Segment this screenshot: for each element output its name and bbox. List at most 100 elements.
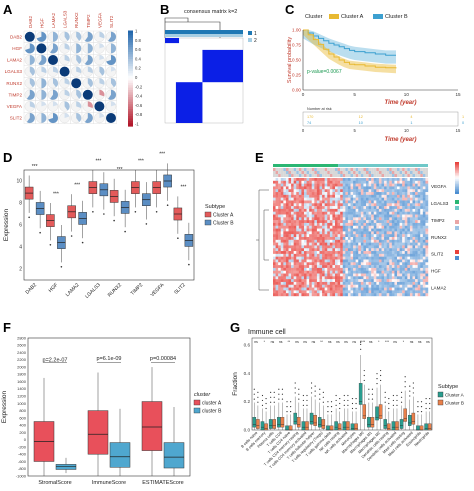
heat-cell — [412, 206, 416, 210]
heat-cell — [355, 217, 359, 221]
heat-cell — [327, 194, 331, 198]
heat-cell — [350, 217, 354, 221]
heat-cell — [342, 194, 346, 198]
heat-cell — [355, 192, 359, 196]
heat-cell — [394, 203, 398, 207]
heat-cell — [391, 225, 395, 229]
heat-cell — [337, 178, 341, 182]
outlier — [400, 396, 403, 398]
heat-cell — [288, 239, 292, 243]
heat-cell — [350, 231, 354, 235]
heat-cell — [291, 284, 294, 288]
heat-cell — [345, 217, 349, 221]
heat-cell — [368, 237, 372, 241]
consensus-block-small — [165, 38, 180, 44]
heat-cell — [389, 262, 393, 266]
heat-cell — [329, 206, 333, 210]
outlier — [177, 237, 179, 239]
heat-cell — [378, 208, 382, 212]
anno-cell — [358, 168, 361, 171]
heat-cell — [407, 206, 411, 210]
outlier — [298, 388, 300, 390]
heat-cell — [273, 192, 276, 196]
anno-cell — [301, 171, 304, 174]
survival-plot: Cluster Cluster A Cluster B1.000.750.500.2… — [287, 14, 464, 143]
heat-cell — [422, 267, 426, 271]
heat-cell — [288, 197, 292, 201]
heat-cell — [309, 265, 312, 269]
heat-cell — [394, 192, 398, 196]
heat-cell — [304, 178, 307, 182]
heat-cell — [285, 228, 289, 232]
corr-pie-slice — [111, 43, 116, 54]
heat-cell — [366, 265, 369, 269]
anno-cell — [340, 174, 343, 177]
heat-cell — [368, 206, 372, 210]
heat-cell — [391, 281, 395, 285]
heat-cell — [316, 228, 320, 232]
heat-cell — [273, 276, 276, 280]
heat-cell — [360, 186, 364, 190]
heat-cell — [324, 248, 328, 252]
heat-cell — [278, 256, 281, 260]
heat-cell — [425, 192, 429, 196]
colorbar-segment — [128, 118, 133, 122]
heat-cell — [386, 256, 390, 260]
heat-cell — [360, 200, 364, 204]
heat-cell — [296, 265, 300, 269]
heat-cell — [391, 245, 395, 249]
heat-cell — [360, 281, 364, 285]
heat-cell — [394, 186, 398, 190]
heat-cell — [404, 262, 408, 266]
x-tick: ESTIMATEScore — [142, 480, 183, 486]
anno-cell — [355, 171, 359, 174]
anno-cell — [376, 168, 379, 171]
heat-cell — [285, 253, 289, 257]
box — [87, 410, 109, 455]
panel-label-c: C — [285, 2, 295, 17]
heat-cell — [314, 276, 318, 280]
heat-cell — [386, 265, 390, 269]
heat-cell — [283, 253, 287, 257]
heat-cell — [363, 203, 367, 207]
heat-cell — [309, 197, 312, 201]
colorbar-segment — [128, 75, 133, 80]
heat-cell — [397, 228, 400, 232]
anno-cell — [373, 168, 377, 171]
heat-cell — [363, 183, 367, 187]
legend-gradient — [455, 174, 459, 177]
box — [424, 423, 428, 431]
heat-cell — [342, 259, 346, 263]
anno-cell — [422, 171, 426, 174]
heat-cell — [389, 220, 393, 224]
heat-cell — [373, 225, 377, 229]
heat-cell — [345, 253, 349, 257]
heat-cell — [298, 273, 302, 277]
corr-pie-slice — [48, 113, 58, 123]
heat-cell — [358, 290, 362, 294]
panel-a-correlation: DAB2 DAB2 HGF HGF LAMA2 LAMA2 LGALS3 LGALS3 RUNX… — [0, 0, 160, 150]
anno-cell — [347, 171, 351, 174]
heat-cell — [360, 237, 364, 241]
colorbar-tick: 0.2 — [135, 66, 141, 71]
corr-pie-slice — [76, 55, 82, 65]
anno-cell — [355, 168, 359, 171]
heat-cell — [394, 239, 398, 243]
heat-cell — [275, 276, 279, 280]
heat-cell — [412, 245, 416, 249]
heat-cell — [275, 231, 279, 235]
heat-cell — [311, 206, 315, 210]
heat-cell — [399, 265, 403, 269]
heat-cell — [329, 189, 333, 193]
heat-cell — [360, 192, 364, 196]
heat-cell — [319, 290, 323, 294]
heat-cell — [412, 251, 416, 255]
heat-cell — [329, 284, 333, 288]
heat-cell — [285, 180, 289, 184]
heat-cell — [278, 279, 281, 283]
heat-cell — [288, 203, 292, 207]
heat-cell — [386, 222, 390, 226]
heat-cell — [412, 194, 416, 198]
heat-cell — [319, 256, 323, 260]
